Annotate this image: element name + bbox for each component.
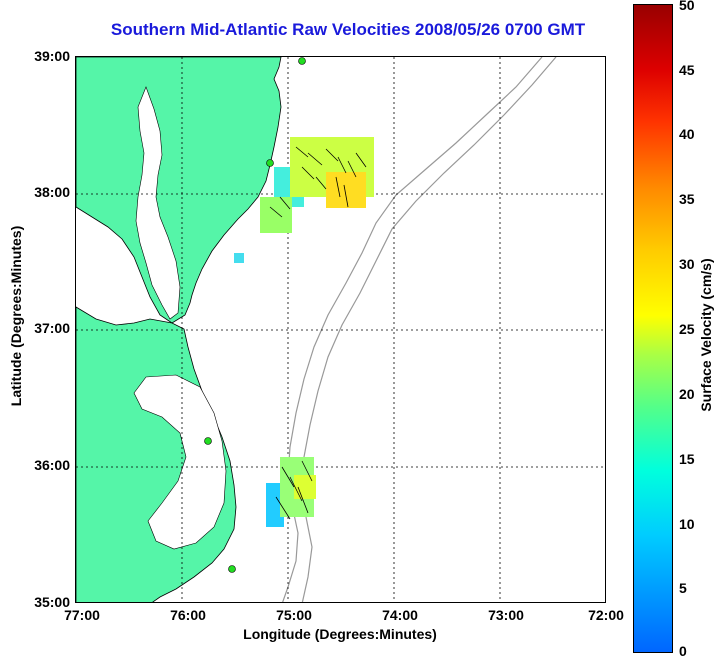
- pamlico-sound: [133, 374, 227, 550]
- colorbar-tick: 40: [679, 126, 695, 142]
- x-tick-label: 75:00: [276, 607, 312, 623]
- colorbar: [633, 4, 673, 653]
- velocity-patch-south: [266, 457, 316, 527]
- y-tick-label: 39:00: [34, 48, 70, 64]
- colorbar-tick: 35: [679, 191, 695, 207]
- y-axis-label: Latitude (Degrees:Minutes): [8, 225, 24, 407]
- map-area[interactable]: [75, 56, 606, 603]
- bathymetry-contour: [282, 57, 543, 602]
- x-tick-label: 72:00: [588, 607, 624, 623]
- chesapeake-bay: [135, 86, 181, 320]
- colorbar-tick: 45: [679, 62, 695, 78]
- y-tick-label: 37:00: [34, 320, 70, 336]
- radar-stations: [204, 57, 306, 573]
- y-tick-label: 35:00: [34, 594, 70, 610]
- colorbar-tick: 0: [679, 643, 687, 659]
- x-tick-label: 73:00: [488, 607, 524, 623]
- velocity-patch-north: [234, 137, 374, 263]
- colorbar-tick: 20: [679, 386, 695, 402]
- x-tick-label: 77:00: [64, 607, 100, 623]
- x-axis-label: Longitude (Degrees:Minutes): [243, 626, 437, 642]
- map-svg: [76, 57, 605, 602]
- x-tick-label: 74:00: [382, 607, 418, 623]
- y-tick-label: 36:00: [34, 457, 70, 473]
- colorbar-tick: 15: [679, 451, 695, 467]
- colorbar-tick: 50: [679, 0, 695, 13]
- land-mass: [76, 57, 282, 324]
- map-title: Southern Mid-Atlantic Raw Velocities 200…: [110, 20, 586, 39]
- colorbar-tick: 30: [679, 256, 695, 272]
- x-tick-label: 76:00: [170, 607, 206, 623]
- colorbar-tick: 5: [679, 580, 687, 596]
- colorbar-tick: 10: [679, 516, 695, 532]
- colorbar-tick: 25: [679, 321, 695, 337]
- colorbar-label: Surface Velocity (cm/s): [698, 258, 714, 412]
- y-tick-label: 38:00: [34, 184, 70, 200]
